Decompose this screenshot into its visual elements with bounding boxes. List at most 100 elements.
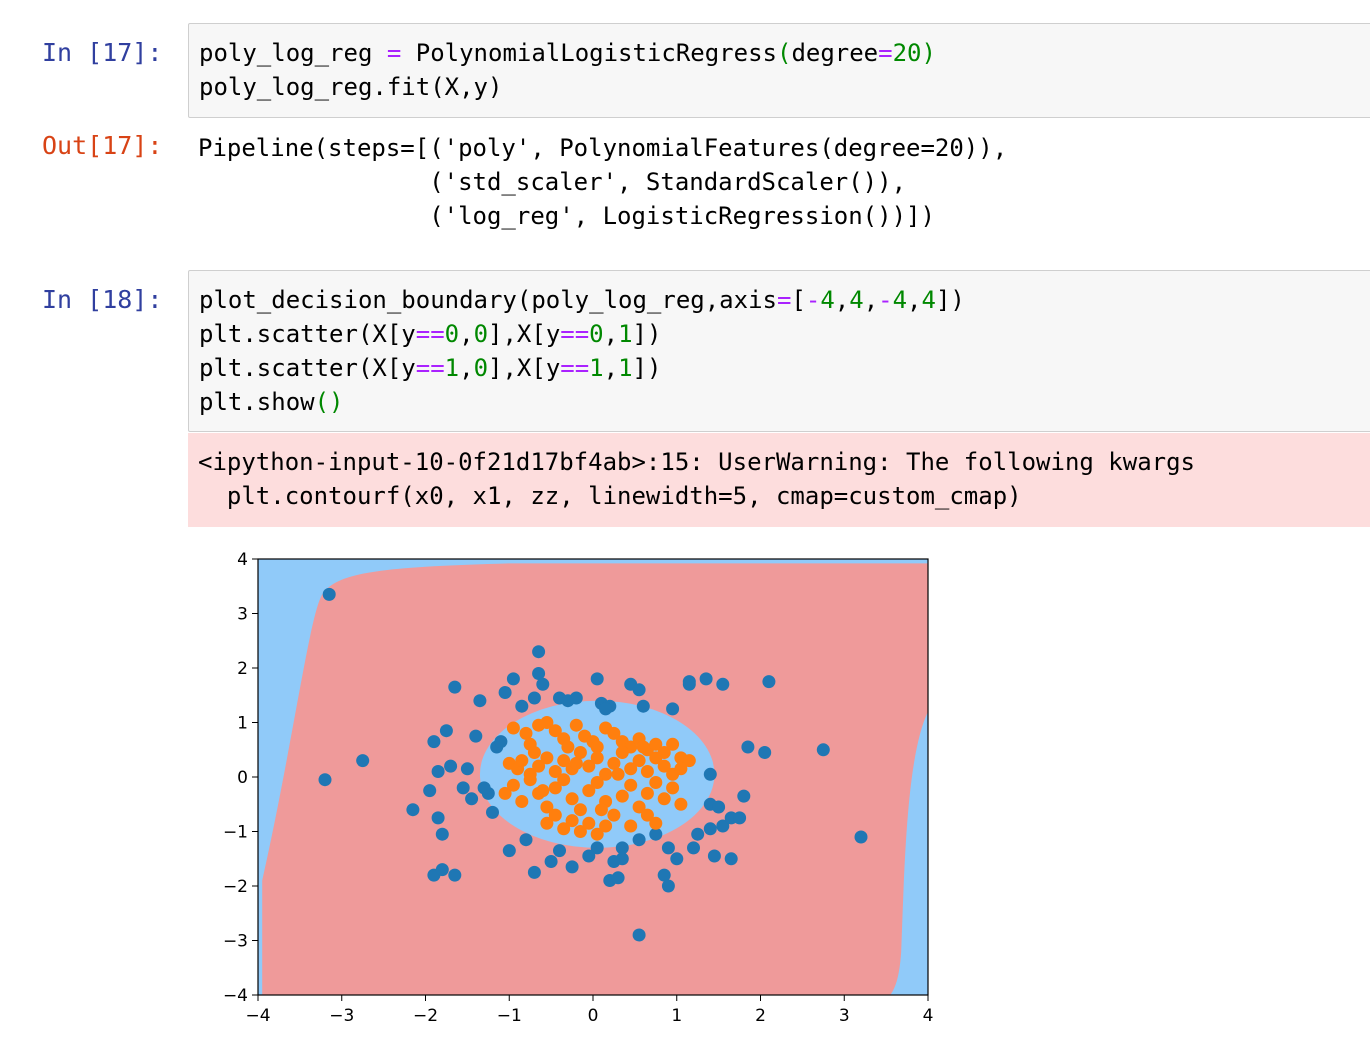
- scatter-point: [536, 677, 550, 691]
- region-class-0: [262, 563, 928, 995]
- scatter-point: [527, 691, 541, 705]
- y-tick-label: −4: [223, 986, 248, 1006]
- scatter-point: [490, 740, 504, 754]
- scatter-point: [494, 735, 508, 749]
- scatter-point: [557, 754, 571, 768]
- scatter-point: [569, 756, 583, 770]
- y-tick-label: −2: [223, 877, 248, 897]
- scatter-point: [586, 735, 600, 749]
- scatter-point: [561, 740, 575, 754]
- scatter-point: [506, 721, 520, 735]
- x-tick-label: −3: [329, 1006, 354, 1026]
- scatter-point: [649, 737, 663, 751]
- scatter-point: [536, 784, 550, 798]
- scatter-point: [527, 746, 541, 759]
- scatter-point: [816, 743, 830, 757]
- class-1-points: [498, 716, 696, 841]
- scatter-point: [599, 767, 613, 781]
- scatter-point: [540, 716, 554, 729]
- scatter-point: [561, 694, 575, 708]
- scatter-point: [544, 855, 558, 868]
- code-line: plot_decision_boundary(poly_log_reg,axis…: [199, 286, 965, 314]
- scatter-point: [548, 765, 562, 778]
- scatter-point: [607, 756, 621, 770]
- scatter-point: [607, 808, 621, 822]
- scatter-point: [624, 762, 638, 776]
- scatter-point: [594, 803, 608, 817]
- warning-line: <ipython-input-10-0f21d17bf4ab>:15: User…: [198, 448, 1195, 476]
- code-line: plt.scatter(X[y==0,0],X[y==0,1]): [199, 320, 662, 348]
- scatter-point: [515, 795, 529, 808]
- scatter-point: [477, 781, 491, 795]
- class-0-points: [318, 587, 868, 942]
- scatter-point: [444, 759, 458, 773]
- scatter-point: [590, 740, 604, 754]
- x-tick-label: −4: [245, 1006, 270, 1026]
- scatter-point: [691, 827, 705, 841]
- scatter-point: [699, 672, 713, 686]
- scatter-point: [557, 773, 571, 787]
- scatter-point: [486, 805, 499, 819]
- scatter-point: [666, 781, 680, 795]
- y-tick-label: 4: [237, 550, 248, 570]
- cell-17-code-editor[interactable]: poly_log_reg = PolynomialLogisticRegress…: [188, 23, 1370, 118]
- stderr-output: <ipython-input-10-0f21d17bf4ab>:15: User…: [188, 433, 1370, 527]
- cell-17-output-prompt: Out[17]:: [42, 131, 163, 160]
- scatter-point: [473, 694, 487, 708]
- scatter-point: [741, 740, 755, 754]
- scatter-point: [431, 811, 445, 825]
- y-tick-label: 2: [237, 659, 248, 679]
- scatter-point: [674, 751, 688, 765]
- scatter-point: [666, 737, 680, 751]
- x-tick-label: 0: [588, 1006, 599, 1026]
- scatter-point: [532, 718, 546, 732]
- cell-17-input-prompt: In [17]:: [42, 38, 163, 67]
- scatter-point: [682, 675, 696, 689]
- scatter-point: [427, 868, 441, 882]
- scatter-point: [523, 737, 537, 751]
- x-tick-label: 4: [923, 1006, 934, 1026]
- scatter-point: [498, 786, 512, 800]
- scatter-point: [532, 667, 546, 680]
- scatter-point: [565, 792, 579, 806]
- plot-frame: [257, 558, 929, 996]
- scatter-point: [540, 800, 554, 814]
- y-tick-label: 3: [237, 605, 248, 625]
- scatter-point: [607, 726, 621, 740]
- scatter-point: [481, 786, 495, 800]
- scatter-point: [356, 754, 370, 768]
- scatter-point: [615, 789, 629, 803]
- scatter-point: [636, 740, 650, 754]
- code-line: poly_log_reg.fit(X,y): [199, 73, 503, 101]
- scatter-point: [582, 816, 596, 830]
- scatter-point: [682, 677, 696, 691]
- code-line: plt.scatter(X[y==1,0],X[y==1,1]): [199, 354, 662, 382]
- scatter-point: [532, 759, 546, 773]
- scatter-point: [565, 814, 579, 828]
- scatter-point: [599, 721, 613, 735]
- scatter-point: [599, 702, 613, 716]
- scatter-point: [703, 767, 717, 781]
- scatter-point: [649, 751, 663, 765]
- scatter-point: [703, 797, 717, 811]
- scatter-point: [670, 852, 684, 866]
- scatter-point: [624, 778, 638, 792]
- scatter-point: [532, 645, 546, 659]
- scatter-point: [682, 754, 696, 768]
- scatter-point: [511, 762, 525, 776]
- scatter-point: [553, 844, 566, 858]
- y-tick-label: 1: [237, 714, 248, 734]
- scatter-point: [548, 808, 562, 822]
- axis-ticks: −4 −3 −2 −1 0 1 2 3 4 4 3 2 1 0 −1 −2 −3 −4: [223, 550, 933, 1026]
- scatter-point: [603, 874, 617, 887]
- cell-18-input-prompt: In [18]:: [42, 285, 163, 314]
- scatter-point: [758, 746, 772, 759]
- scatter-point: [435, 827, 449, 841]
- scatter-point: [548, 724, 562, 738]
- cell-18-code-editor[interactable]: plot_decision_boundary(poly_log_reg,axis…: [188, 270, 1370, 432]
- scatter-point: [649, 816, 663, 830]
- scatter-point: [506, 672, 520, 686]
- scatter-point: [632, 683, 646, 697]
- scatter-point: [594, 696, 608, 710]
- scatter-point: [615, 841, 629, 855]
